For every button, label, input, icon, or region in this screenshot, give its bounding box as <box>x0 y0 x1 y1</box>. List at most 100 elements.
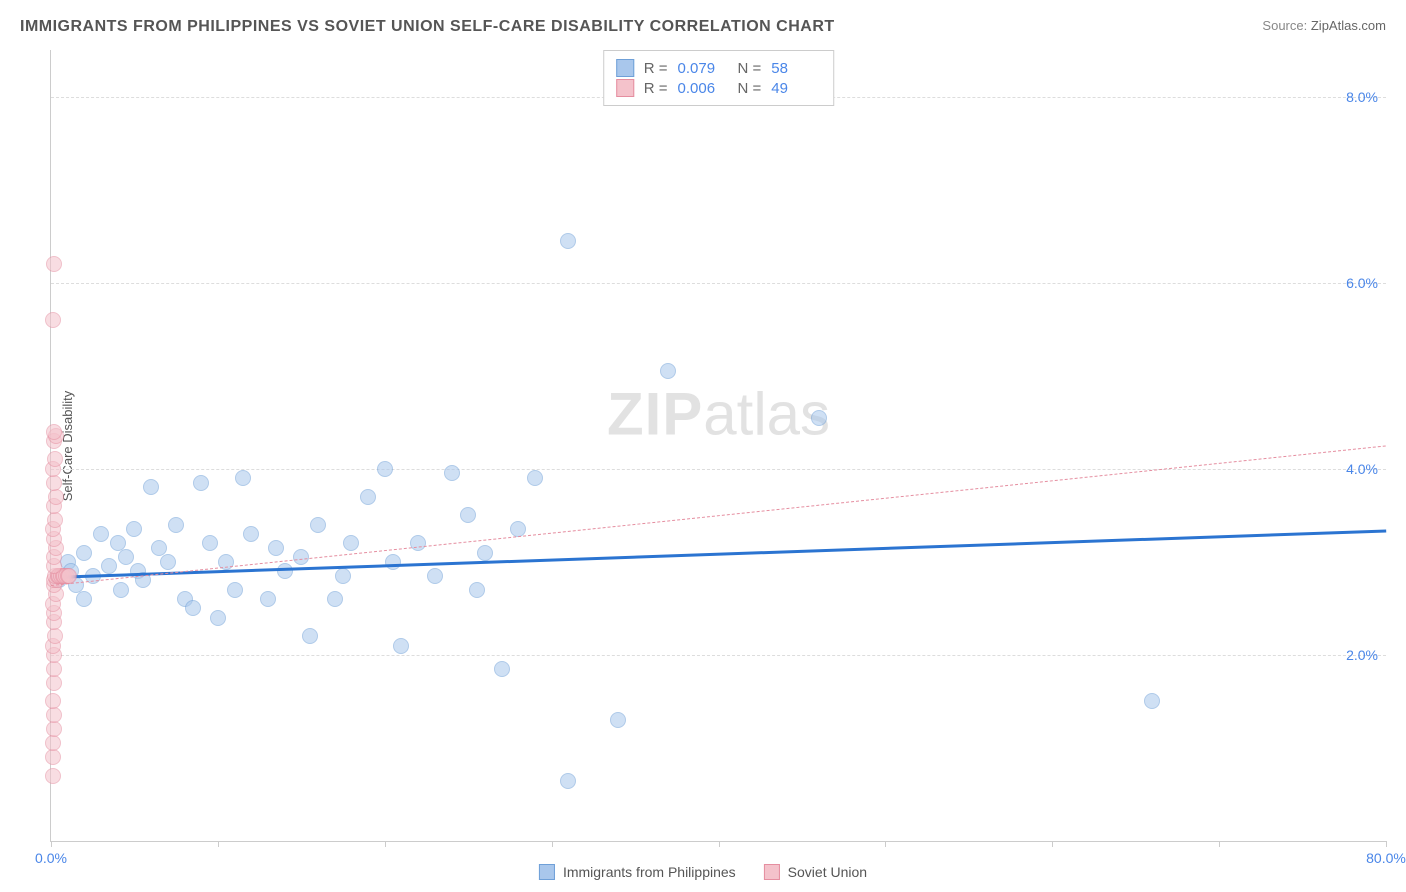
x-tick-mark <box>1219 841 1220 847</box>
data-point-philippines <box>268 540 284 556</box>
source-value: ZipAtlas.com <box>1311 18 1386 33</box>
data-point-philippines <box>260 591 276 607</box>
data-point-philippines <box>377 461 393 477</box>
trend-line-soviet <box>51 445 1386 586</box>
data-point-philippines <box>660 363 676 379</box>
data-point-soviet <box>47 451 63 467</box>
data-point-philippines <box>410 535 426 551</box>
legend-label-soviet: Soviet Union <box>788 864 867 880</box>
data-point-philippines <box>210 610 226 626</box>
data-point-philippines <box>444 465 460 481</box>
y-tick-label: 8.0% <box>1346 89 1378 105</box>
data-point-philippines <box>527 470 543 486</box>
data-point-soviet <box>46 475 62 491</box>
data-point-philippines <box>460 507 476 523</box>
swatch-soviet <box>616 79 634 97</box>
data-point-soviet <box>46 707 62 723</box>
data-point-philippines <box>310 517 326 533</box>
x-tick-mark <box>51 841 52 847</box>
r-label: R = <box>644 60 668 77</box>
data-point-soviet <box>46 424 62 440</box>
r-value-philippines: 0.079 <box>678 60 728 77</box>
source-attribution: Source: ZipAtlas.com <box>1262 18 1386 33</box>
data-point-philippines <box>302 628 318 644</box>
data-point-soviet <box>46 721 62 737</box>
n-label: N = <box>738 80 762 97</box>
data-point-philippines <box>610 712 626 728</box>
scatter-plot-area: R = 0.079 N = 58 R = 0.006 N = 49 ZIPatl… <box>50 50 1386 842</box>
series-legend: Immigrants from Philippines Soviet Union <box>539 864 867 880</box>
data-point-philippines <box>118 549 134 565</box>
legend-item-philippines: Immigrants from Philippines <box>539 864 736 880</box>
data-point-philippines <box>393 638 409 654</box>
data-point-soviet <box>47 512 63 528</box>
x-tick-mark <box>385 841 386 847</box>
legend-label-philippines: Immigrants from Philippines <box>563 864 736 880</box>
gridline <box>51 655 1386 656</box>
source-label: Source: <box>1262 18 1307 33</box>
x-tick-label: 80.0% <box>1366 850 1406 866</box>
data-point-philippines <box>335 568 351 584</box>
chart-title: IMMIGRANTS FROM PHILIPPINES VS SOVIET UN… <box>20 18 835 36</box>
n-value-philippines: 58 <box>771 60 821 77</box>
data-point-philippines <box>494 661 510 677</box>
data-point-soviet <box>45 735 61 751</box>
data-point-philippines <box>560 773 576 789</box>
data-point-philippines <box>235 470 251 486</box>
r-value-soviet: 0.006 <box>678 80 728 97</box>
x-tick-label: 0.0% <box>35 850 67 866</box>
data-point-soviet <box>47 628 63 644</box>
data-point-soviet <box>45 312 61 328</box>
data-point-philippines <box>469 582 485 598</box>
n-label: N = <box>738 60 762 77</box>
x-tick-mark <box>1052 841 1053 847</box>
x-tick-mark <box>1386 841 1387 847</box>
data-point-philippines <box>76 591 92 607</box>
data-point-philippines <box>143 479 159 495</box>
n-value-soviet: 49 <box>771 80 821 97</box>
x-tick-mark <box>218 841 219 847</box>
data-point-soviet <box>45 768 61 784</box>
data-point-philippines <box>113 582 129 598</box>
x-tick-mark <box>719 841 720 847</box>
watermark: ZIPatlas <box>607 379 830 448</box>
y-tick-label: 6.0% <box>1346 275 1378 291</box>
x-tick-mark <box>885 841 886 847</box>
data-point-philippines <box>185 600 201 616</box>
legend-row-soviet: R = 0.006 N = 49 <box>616 79 822 97</box>
data-point-philippines <box>327 591 343 607</box>
swatch-soviet <box>764 864 780 880</box>
data-point-soviet <box>46 675 62 691</box>
data-point-philippines <box>243 526 259 542</box>
data-point-soviet <box>46 661 62 677</box>
data-point-philippines <box>193 475 209 491</box>
data-point-philippines <box>385 554 401 570</box>
data-point-soviet <box>46 256 62 272</box>
data-point-philippines <box>76 545 92 561</box>
data-point-soviet <box>48 489 64 505</box>
data-point-philippines <box>560 233 576 249</box>
data-point-philippines <box>93 526 109 542</box>
correlation-legend: R = 0.079 N = 58 R = 0.006 N = 49 <box>603 50 835 106</box>
data-point-philippines <box>360 489 376 505</box>
data-point-soviet <box>45 749 61 765</box>
gridline <box>51 469 1386 470</box>
y-tick-label: 4.0% <box>1346 461 1378 477</box>
data-point-philippines <box>101 558 117 574</box>
data-point-philippines <box>227 582 243 598</box>
data-point-philippines <box>343 535 359 551</box>
data-point-philippines <box>160 554 176 570</box>
data-point-philippines <box>277 563 293 579</box>
legend-row-philippines: R = 0.079 N = 58 <box>616 59 822 77</box>
watermark-bold: ZIP <box>607 380 703 447</box>
data-point-philippines <box>202 535 218 551</box>
gridline <box>51 283 1386 284</box>
x-tick-mark <box>552 841 553 847</box>
data-point-soviet <box>45 693 61 709</box>
data-point-philippines <box>126 521 142 537</box>
data-point-philippines <box>477 545 493 561</box>
data-point-philippines <box>427 568 443 584</box>
data-point-philippines <box>811 410 827 426</box>
swatch-philippines <box>616 59 634 77</box>
data-point-philippines <box>1144 693 1160 709</box>
